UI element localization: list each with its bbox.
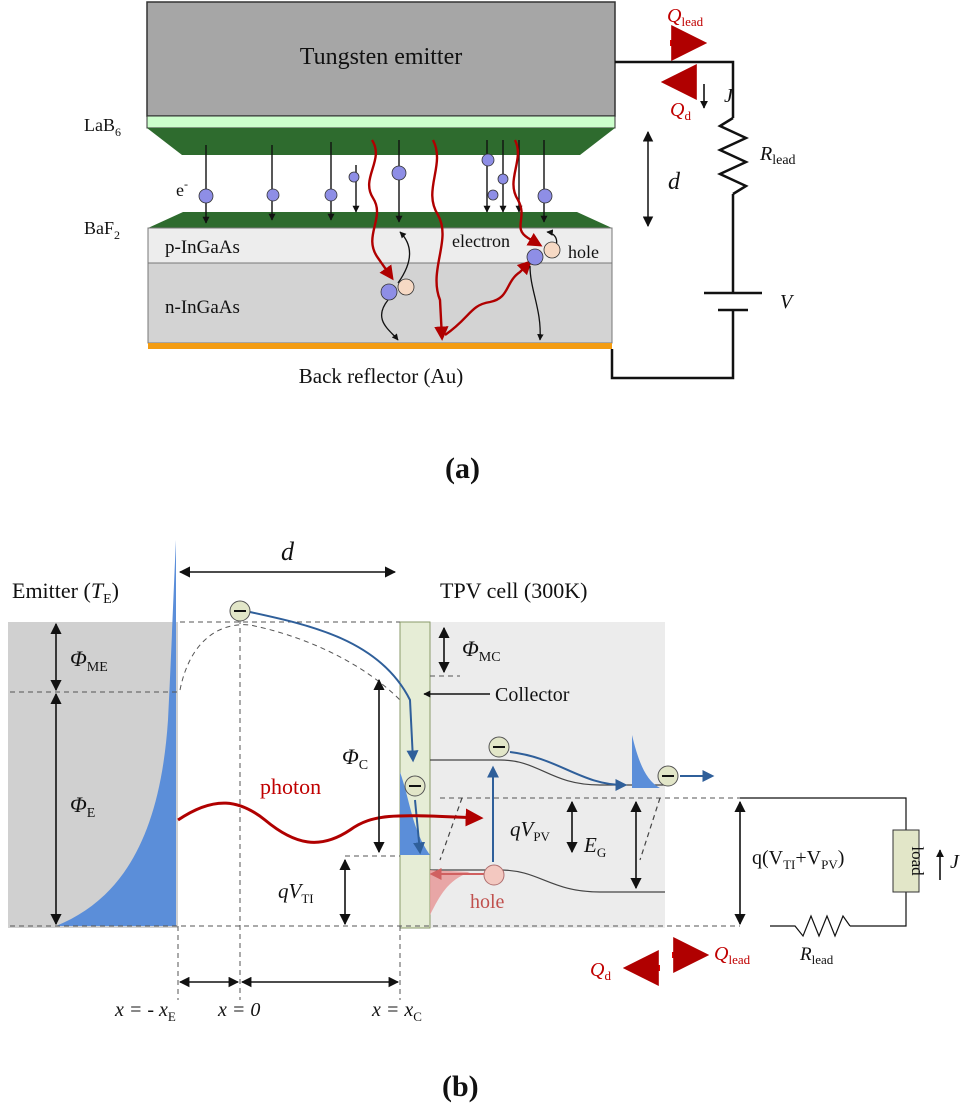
gap-electrons <box>198 153 553 204</box>
electron-minus-signs <box>234 610 674 787</box>
hole-label-b: hole <box>470 891 505 913</box>
caption-b: (b) <box>442 1070 479 1103</box>
eg-label: EG <box>583 833 606 860</box>
hole-label-a: hole <box>568 242 599 262</box>
photon-paths-a <box>367 139 543 341</box>
n-layer-label: n-InGaAs <box>165 297 240 318</box>
photon-label: photon <box>260 774 321 799</box>
emitter-label-b: Emitter (TE) <box>12 578 119 607</box>
x-0-label: x = 0 <box>217 999 260 1021</box>
baf2-label: BaF2 <box>84 218 120 242</box>
r-lead-label-a: Rlead <box>759 143 796 168</box>
q-d-label-b: Qd <box>590 959 611 983</box>
tpv-label: TPV cell (300K) <box>440 578 587 603</box>
r-lead-label-b: Rlead <box>799 944 834 967</box>
gap-label-b: d <box>281 537 295 566</box>
p-layer-label: p-InGaAs <box>165 237 240 258</box>
collector-layer <box>399 621 431 929</box>
phi-me-label: ΦME <box>70 646 108 675</box>
circuit-b <box>740 797 907 938</box>
phi-c-label: ΦC <box>342 744 368 773</box>
current-label-b: J <box>950 851 960 873</box>
circuit-a <box>610 60 762 380</box>
baf2-layer <box>148 212 612 228</box>
panel-a: Tungsten emitter LaB6 BaF2 p-InGaAs n-In… <box>84 1 796 485</box>
x-e-label: x = - xE <box>114 999 176 1024</box>
tungsten-emitter <box>146 1 616 117</box>
carriers-a <box>380 241 561 301</box>
emitter-green-layer <box>147 128 615 155</box>
caption-a: (a) <box>445 452 480 485</box>
lab6-layer <box>146 115 616 129</box>
current-label-a: J <box>724 85 734 107</box>
x-c-label: x = xC <box>371 999 422 1024</box>
emitter-distribution <box>56 540 176 926</box>
q-d-label-a: Qd <box>670 99 691 123</box>
q-lead-label-b: Qlead <box>714 943 751 967</box>
electron-paths-b <box>249 611 715 862</box>
qsum-label: q(VTI+VPV) <box>752 847 844 872</box>
collector-electron-dist <box>400 772 430 855</box>
photon-path-b <box>177 801 484 844</box>
lab6-label: LaB6 <box>84 115 121 139</box>
qv-pv-label: qVPV <box>510 817 551 844</box>
electron-symbol: e- <box>176 177 188 200</box>
load-label: load <box>908 846 927 876</box>
load-box <box>892 829 920 893</box>
voltage-label-a: V <box>780 291 795 313</box>
bands-b <box>430 759 665 893</box>
gap-label-a: d <box>668 169 681 195</box>
reflector-label: Back reflector (Au) <box>299 364 463 388</box>
hole-distribution <box>430 870 470 915</box>
cell-electron-dist <box>632 735 660 788</box>
carrier-arrows-a <box>381 229 558 341</box>
electron-label: electron <box>452 231 510 251</box>
q-lead-label-a: Qlead <box>667 5 704 29</box>
panel-b: Emitter (TE) TPV cell (300K) d <box>8 537 960 1103</box>
hole-carrier-b <box>483 864 505 886</box>
energy-arrows-b <box>50 622 746 926</box>
back-reflector <box>148 343 612 349</box>
phi-mc-label: ΦMC <box>462 636 501 665</box>
emitter-label: Tungsten emitter <box>300 44 462 70</box>
collector-label: Collector <box>495 684 570 706</box>
qv-ti-label: qVTI <box>278 879 314 906</box>
phi-e-label: ΦE <box>70 792 95 821</box>
